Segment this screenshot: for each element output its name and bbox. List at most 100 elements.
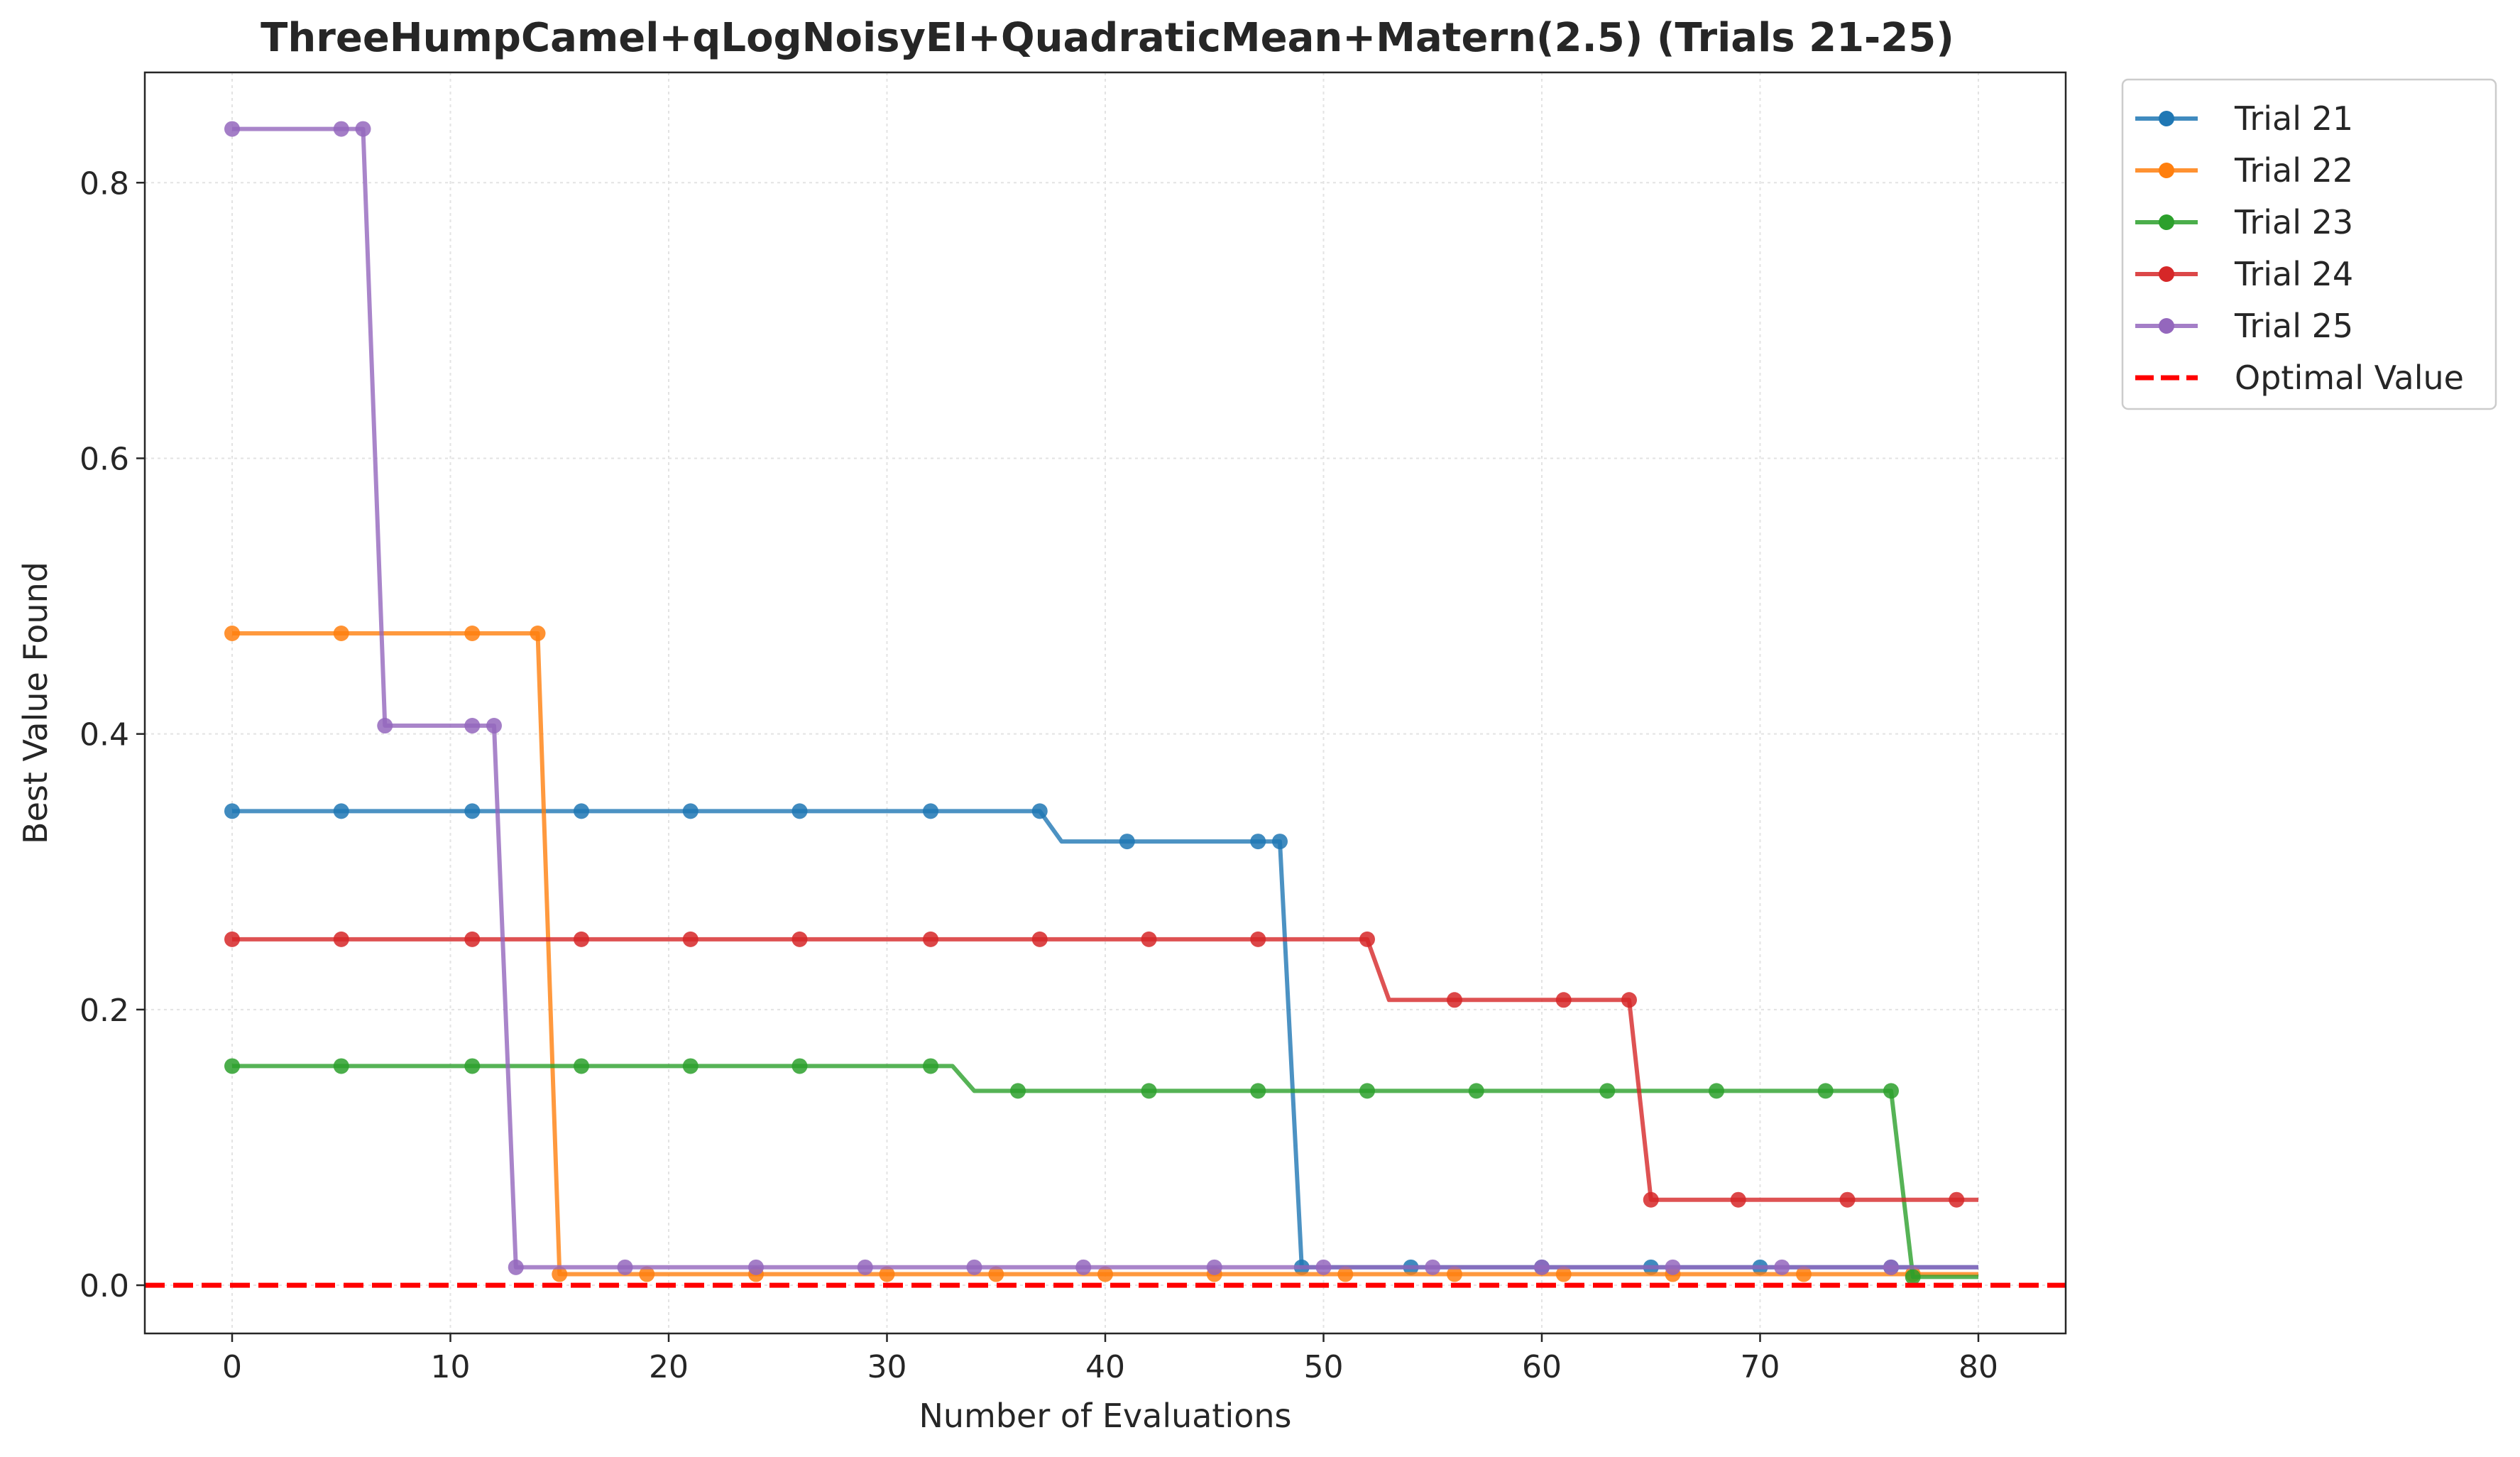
data-point bbox=[1839, 1191, 1856, 1208]
legend-marker bbox=[2159, 111, 2174, 126]
data-point bbox=[1425, 1259, 1441, 1275]
data-point bbox=[639, 1266, 655, 1282]
data-point bbox=[1031, 931, 1048, 947]
x-tick-label: 10 bbox=[431, 1349, 471, 1385]
data-point bbox=[224, 625, 240, 641]
data-point bbox=[791, 803, 808, 819]
legend-label: Optimal Value bbox=[2235, 359, 2464, 397]
data-point bbox=[1447, 992, 1462, 1008]
data-point bbox=[1272, 834, 1288, 850]
legend-marker bbox=[2159, 318, 2174, 334]
data-point bbox=[682, 931, 699, 947]
data-point bbox=[333, 803, 349, 819]
data-point bbox=[1883, 1259, 1899, 1275]
data-point bbox=[224, 121, 240, 137]
y-tick-label: 0.4 bbox=[80, 717, 129, 753]
data-point bbox=[333, 121, 349, 137]
data-point bbox=[1643, 1191, 1659, 1208]
data-point bbox=[1555, 992, 1572, 1008]
data-point bbox=[1949, 1191, 1965, 1208]
data-point bbox=[1709, 1083, 1724, 1099]
data-point bbox=[857, 1259, 873, 1275]
legend-entry: Trial 23 bbox=[2135, 203, 2353, 241]
chart-title: ThreeHumpCamel+qLogNoisyEI+QuadraticMean… bbox=[261, 15, 1954, 61]
data-point bbox=[923, 931, 938, 947]
data-point bbox=[333, 931, 349, 947]
legend-label: Trial 23 bbox=[2234, 203, 2353, 241]
data-point bbox=[1796, 1266, 1812, 1282]
data-point bbox=[1730, 1191, 1746, 1208]
x-tick-label: 30 bbox=[867, 1349, 907, 1385]
data-point bbox=[1905, 1269, 1921, 1285]
data-point bbox=[1075, 1259, 1092, 1275]
data-point bbox=[224, 1058, 240, 1074]
legend-label: Trial 22 bbox=[2234, 151, 2353, 190]
series-line bbox=[232, 1064, 1978, 1279]
series-trial-23 bbox=[224, 1058, 1978, 1285]
legend-label: Trial 21 bbox=[2234, 99, 2353, 138]
legend: Trial 21 Trial 22 Trial 23 Trial 24 Trial 25… bbox=[2121, 78, 2497, 410]
y-tick-label: 0.0 bbox=[80, 1268, 129, 1304]
data-point bbox=[988, 1266, 1004, 1282]
legend-entry: Trial 24 bbox=[2135, 255, 2353, 293]
data-point bbox=[1359, 1083, 1375, 1099]
x-tick-label: 70 bbox=[1741, 1349, 1780, 1385]
legend-marker bbox=[2159, 266, 2174, 282]
data-point bbox=[464, 1058, 481, 1074]
legend-label: Trial 25 bbox=[2234, 307, 2353, 345]
data-point bbox=[377, 718, 393, 734]
legend-label: Trial 24 bbox=[2234, 255, 2353, 293]
data-point bbox=[1359, 931, 1375, 947]
data-point bbox=[1447, 1266, 1462, 1282]
data-point bbox=[1534, 1259, 1550, 1275]
legend-frame bbox=[2121, 78, 2497, 410]
data-point bbox=[333, 625, 349, 641]
data-point bbox=[1250, 931, 1266, 947]
x-tick-label: 40 bbox=[1085, 1349, 1125, 1385]
data-point bbox=[1337, 1266, 1354, 1282]
data-point bbox=[464, 931, 481, 947]
data-point bbox=[1250, 834, 1266, 850]
data-point bbox=[791, 1058, 808, 1074]
y-tick-label: 0.2 bbox=[80, 993, 129, 1029]
data-point bbox=[1621, 992, 1637, 1008]
data-point bbox=[1774, 1259, 1790, 1275]
series-trial-25 bbox=[224, 121, 1978, 1275]
data-point bbox=[1468, 1083, 1484, 1099]
data-point bbox=[574, 803, 589, 819]
data-point bbox=[1141, 1083, 1157, 1099]
data-point bbox=[530, 625, 546, 641]
data-point bbox=[1097, 1266, 1113, 1282]
data-point bbox=[791, 931, 808, 947]
data-point bbox=[923, 803, 938, 819]
data-point bbox=[552, 1266, 568, 1282]
data-point bbox=[1119, 834, 1135, 850]
x-axis-label: Number of Evaluations bbox=[919, 1397, 1291, 1435]
legend-entry: Trial 21 bbox=[2135, 99, 2353, 138]
data-point bbox=[464, 718, 481, 734]
x-tick-label: 80 bbox=[1959, 1349, 1998, 1385]
data-point bbox=[508, 1259, 524, 1275]
y-tick-label: 0.6 bbox=[80, 441, 129, 477]
ticks: 0 10 20 30 40 50 60 70 80 0.0 0.2 0.4 0.6 0.8 bbox=[80, 165, 1998, 1385]
data-point bbox=[1817, 1083, 1834, 1099]
data-point bbox=[486, 718, 502, 734]
data-point bbox=[682, 1058, 699, 1074]
legend-entry: Trial 22 bbox=[2135, 151, 2353, 190]
series-trial-24 bbox=[224, 931, 1978, 1208]
x-tick-label: 0 bbox=[222, 1349, 242, 1385]
series-layer bbox=[224, 121, 1978, 1285]
data-point bbox=[966, 1259, 982, 1275]
legend-marker bbox=[2159, 163, 2174, 178]
data-point bbox=[464, 803, 481, 819]
data-point bbox=[682, 803, 699, 819]
data-point bbox=[574, 1058, 589, 1074]
data-point bbox=[1555, 1266, 1572, 1282]
data-point bbox=[464, 625, 481, 641]
data-point bbox=[617, 1259, 633, 1275]
data-point bbox=[748, 1259, 764, 1275]
data-point bbox=[879, 1266, 895, 1282]
data-point bbox=[1010, 1083, 1026, 1099]
x-tick-label: 20 bbox=[649, 1349, 689, 1385]
